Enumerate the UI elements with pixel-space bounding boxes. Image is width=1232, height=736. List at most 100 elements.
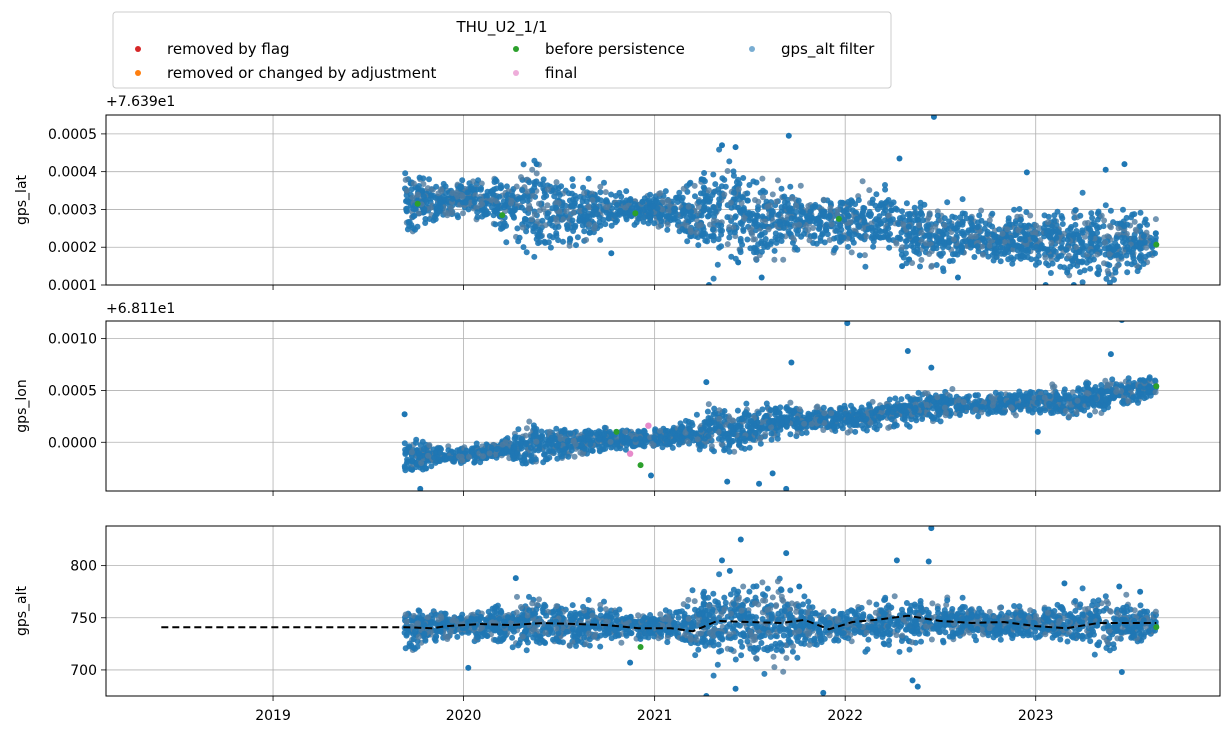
data-point	[959, 196, 966, 203]
data-point	[735, 186, 742, 193]
data-point	[926, 411, 933, 418]
data-point	[1059, 221, 1066, 227]
data-point	[726, 158, 733, 165]
data-point	[555, 185, 562, 191]
data-point	[1098, 382, 1105, 388]
data-point	[1118, 253, 1125, 260]
data-point	[1130, 245, 1137, 252]
data-point	[946, 218, 953, 225]
data-point	[411, 212, 418, 219]
data-point	[523, 441, 529, 448]
data-point	[773, 239, 780, 246]
data-point	[1124, 221, 1131, 228]
data-point	[528, 216, 535, 223]
data-point	[941, 222, 948, 229]
data-point	[873, 191, 880, 198]
data-point	[979, 243, 985, 250]
outlier-point	[1121, 161, 1128, 168]
data-point	[408, 186, 415, 193]
data-point	[728, 253, 735, 260]
data-point	[912, 396, 919, 403]
data-point	[895, 221, 902, 228]
data-point	[986, 217, 993, 224]
data-point	[1028, 256, 1035, 263]
data-point	[1012, 232, 1019, 239]
data-point	[1081, 267, 1088, 274]
before-persistence-point	[632, 210, 639, 217]
data-point	[459, 193, 466, 200]
data-point	[401, 440, 408, 447]
data-point	[780, 256, 787, 263]
data-point	[1079, 229, 1086, 236]
data-point	[810, 225, 817, 231]
data-point	[934, 212, 941, 219]
data-point	[998, 391, 1004, 398]
data-point	[1079, 259, 1085, 266]
data-point	[531, 211, 538, 218]
data-point	[555, 223, 562, 230]
legend-label-final: final	[545, 64, 577, 82]
outlier-point	[896, 155, 903, 162]
data-point	[1033, 222, 1040, 229]
data-point	[597, 183, 604, 190]
data-point	[853, 209, 860, 216]
data-point	[893, 240, 900, 247]
data-point	[693, 411, 700, 418]
data-point	[744, 236, 751, 243]
data-point	[923, 244, 929, 251]
data-point	[688, 229, 694, 235]
data-point	[748, 424, 755, 431]
data-point	[962, 238, 969, 245]
data-point	[961, 210, 968, 217]
data-point	[687, 179, 694, 186]
data-point	[494, 203, 501, 210]
data-point	[917, 263, 923, 270]
data-point	[536, 200, 542, 207]
data-point	[427, 204, 434, 211]
data-point	[726, 224, 733, 231]
data-point	[478, 180, 485, 187]
data-point	[577, 193, 584, 200]
data-point	[710, 237, 717, 244]
data-point	[1018, 222, 1025, 229]
data-point	[959, 245, 966, 252]
data-point	[591, 225, 598, 232]
data-point	[589, 447, 596, 454]
legend-marker-gps-alt-filter	[749, 46, 755, 52]
data-point	[715, 186, 722, 193]
data-point	[623, 214, 630, 221]
data-point	[993, 254, 1000, 261]
data-point	[760, 223, 767, 230]
data-point	[1049, 260, 1056, 267]
data-point	[509, 192, 516, 199]
data-point	[726, 443, 732, 450]
data-point	[859, 213, 865, 219]
data-point	[904, 421, 910, 428]
data-point	[862, 263, 869, 270]
data-point	[1101, 234, 1108, 241]
data-point	[700, 230, 707, 237]
data-point	[1109, 376, 1116, 383]
data-point	[740, 175, 747, 181]
data-point	[887, 220, 894, 226]
data-point	[750, 236, 757, 243]
data-point	[659, 206, 666, 213]
data-point	[524, 192, 531, 199]
data-point	[933, 234, 940, 241]
data-point	[820, 427, 827, 433]
data-point	[885, 225, 892, 232]
data-point	[1138, 257, 1145, 264]
data-point	[442, 209, 449, 216]
data-point	[758, 238, 765, 245]
data-point	[635, 428, 642, 435]
data-point	[1133, 228, 1140, 234]
data-point	[524, 197, 531, 204]
data-point	[716, 407, 723, 414]
gps-lat-offset-text: +7.639e1	[106, 94, 175, 110]
data-point	[1035, 252, 1042, 259]
legend-label-before-persistence: before persistence	[545, 40, 685, 58]
data-point	[602, 189, 609, 196]
data-point	[716, 146, 723, 153]
data-point	[596, 219, 603, 226]
outlier-point	[608, 250, 615, 257]
